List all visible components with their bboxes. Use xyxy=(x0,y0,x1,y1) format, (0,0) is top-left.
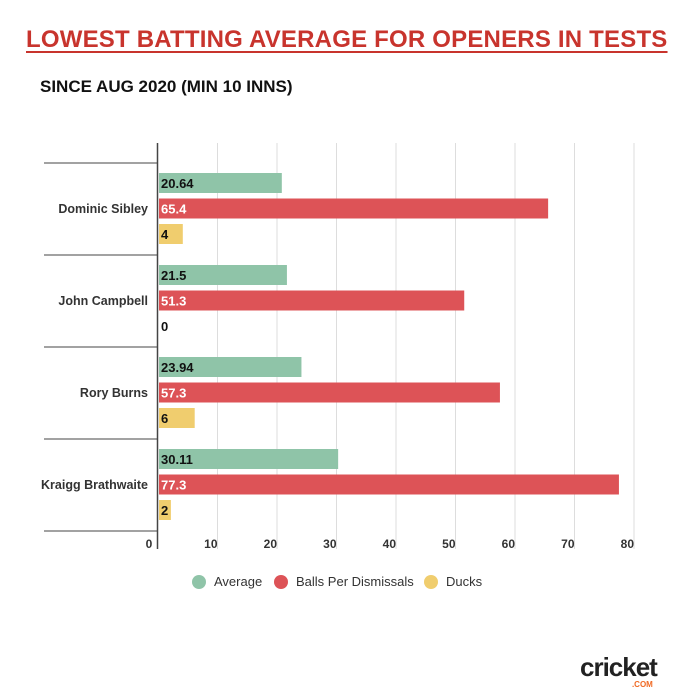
legend-label: Average xyxy=(214,574,263,589)
data-label: 77.3 xyxy=(161,478,186,493)
bar-average xyxy=(159,357,302,377)
bar-ducks xyxy=(159,408,195,428)
x-tick-label: 10 xyxy=(204,537,218,551)
bar-balls-per-dismissals xyxy=(159,382,500,403)
legend-item: Balls Per Dismissals xyxy=(274,574,414,589)
category-label: Kraigg Brathwaite xyxy=(41,478,148,492)
legend-item: Ducks xyxy=(424,574,482,589)
x-tick-label: 50 xyxy=(442,537,456,551)
x-tick-label: 0 xyxy=(146,537,153,551)
data-label: 4 xyxy=(161,227,169,242)
bar-balls-per-dismissals xyxy=(159,198,549,219)
bar-average xyxy=(159,449,339,469)
x-tick-label: 60 xyxy=(502,537,516,551)
data-label: 20.64 xyxy=(161,176,194,191)
data-label: 21.5 xyxy=(161,268,186,283)
legend-label: Balls Per Dismissals xyxy=(296,574,414,589)
bar-ducks xyxy=(159,500,171,520)
legend-item: Average xyxy=(192,574,262,589)
bar-balls-per-dismissals xyxy=(159,290,465,311)
category-label: John Campbell xyxy=(58,294,148,308)
bar-balls-per-dismissals xyxy=(159,474,619,495)
data-label: 23.94 xyxy=(161,360,194,375)
chart-title: LOWEST BATTING AVERAGE FOR OPENERS IN TE… xyxy=(26,26,668,53)
category-label: Dominic Sibley xyxy=(58,202,148,216)
bar-ducks xyxy=(159,224,183,244)
data-label: 6 xyxy=(161,411,168,426)
legend-swatch xyxy=(192,574,206,589)
legend-label: Ducks xyxy=(446,574,483,589)
x-tick-label: 70 xyxy=(561,537,575,551)
x-tick-label: 80 xyxy=(621,537,635,551)
cricket-com-logo: cricket .COM xyxy=(580,652,658,689)
x-tick-label: 40 xyxy=(383,537,397,551)
data-label: 65.4 xyxy=(161,202,187,217)
data-label: 51.3 xyxy=(161,294,186,309)
data-label: 2 xyxy=(161,503,168,518)
legend-swatch xyxy=(274,574,288,589)
x-tick-label: 20 xyxy=(264,537,278,551)
bar-average xyxy=(159,173,282,193)
data-label: 57.3 xyxy=(161,386,186,401)
chart-subtitle: SINCE AUG 2020 (MIN 10 INNS) xyxy=(40,77,293,96)
legend-swatch xyxy=(424,574,438,589)
x-tick-label: 30 xyxy=(323,537,337,551)
data-label: 0 xyxy=(161,319,168,334)
bar-average xyxy=(159,265,287,285)
data-label: 30.11 xyxy=(161,452,193,467)
category-label: Rory Burns xyxy=(80,386,148,400)
